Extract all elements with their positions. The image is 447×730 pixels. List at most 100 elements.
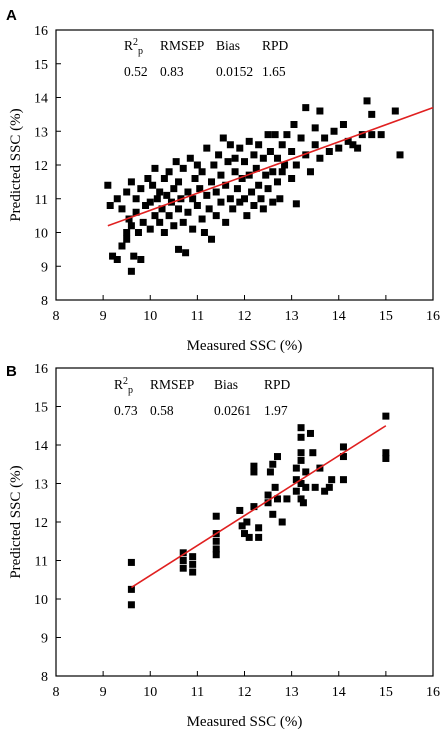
data-point <box>269 460 277 468</box>
data-point <box>179 164 187 172</box>
data-point <box>382 454 390 462</box>
data-point <box>339 453 347 461</box>
y-tick-label: 10 <box>34 227 48 242</box>
y-tick-label: 8 <box>41 670 48 685</box>
data-point <box>316 154 324 162</box>
data-point <box>368 131 376 139</box>
data-point <box>208 235 216 243</box>
data-point <box>302 468 310 476</box>
stat-value: 0.73 <box>114 403 138 418</box>
data-point <box>193 202 201 209</box>
data-point <box>158 205 166 213</box>
data-point <box>259 205 267 213</box>
x-tick-label: 11 <box>191 685 204 700</box>
data-point <box>212 551 220 559</box>
stat-header: RMSEP <box>160 38 204 53</box>
scatter-series <box>127 412 390 609</box>
data-point <box>339 476 347 484</box>
data-point <box>349 141 357 149</box>
chart-panel-b: B 8 9 10 11 12 13 14 15 16 8 9 10 11 12 13 14 15 16 Measure… <box>6 362 440 730</box>
y-tick-label: 15 <box>34 401 48 416</box>
data-point <box>283 495 291 503</box>
x-tick-label: 8 <box>53 309 60 324</box>
data-point <box>281 161 289 169</box>
data-point <box>278 141 286 149</box>
data-point <box>382 412 390 420</box>
data-point <box>248 188 256 196</box>
data-point <box>137 185 145 193</box>
data-point <box>335 144 343 152</box>
data-point <box>257 195 265 203</box>
x-tick-label: 9 <box>100 685 107 700</box>
data-point <box>165 168 173 176</box>
data-point <box>328 476 336 484</box>
data-point <box>297 449 305 457</box>
data-point <box>153 195 161 203</box>
data-point <box>222 218 230 226</box>
data-point <box>175 245 183 253</box>
data-point <box>339 121 347 128</box>
data-point <box>184 208 192 216</box>
data-point <box>149 181 157 189</box>
data-point <box>198 215 206 223</box>
data-point <box>142 202 150 209</box>
y-tick-label: 14 <box>34 439 48 454</box>
data-point <box>172 158 180 166</box>
data-point <box>127 178 135 186</box>
data-point <box>156 218 164 226</box>
y-tick-label: 9 <box>41 632 48 647</box>
stat-header: Bias <box>214 377 238 392</box>
data-point <box>321 487 329 495</box>
data-point <box>175 178 183 186</box>
x-axis-title: Measured SSC (%) <box>187 338 303 354</box>
stat-header: RPD <box>264 377 291 392</box>
x-tick-label: 10 <box>143 685 157 700</box>
data-point <box>212 188 220 196</box>
stat-header: RPD <box>262 38 289 53</box>
y-axis: 8 9 10 11 12 13 14 15 16 <box>34 362 61 685</box>
data-point <box>175 205 183 213</box>
data-point <box>130 252 138 260</box>
data-point <box>127 222 135 230</box>
stats-block: R2p RMSEP Bias RPD 0.73 0.58 0.0261 1.97 <box>114 376 291 418</box>
stat-value: 0.52 <box>124 64 148 79</box>
y-tick-label: 14 <box>34 92 48 107</box>
stats-block: R2p RMSEP Bias RPD 0.52 0.83 0.0152 1.65 <box>124 37 289 79</box>
data-point <box>217 198 225 206</box>
data-point <box>170 185 178 193</box>
data-point <box>179 218 187 226</box>
data-point <box>325 483 333 491</box>
data-point <box>212 545 220 553</box>
data-point <box>306 429 314 437</box>
data-point <box>179 557 187 564</box>
data-point <box>160 229 168 236</box>
data-point <box>127 267 135 275</box>
y-axis-title: Predicted SSC (%) <box>8 465 24 578</box>
data-point <box>339 443 347 451</box>
data-point <box>229 205 237 213</box>
data-point <box>264 499 272 507</box>
data-point <box>226 195 234 203</box>
data-point <box>208 178 216 186</box>
data-point <box>358 131 366 139</box>
data-point <box>212 512 220 520</box>
data-point <box>316 107 324 115</box>
y-tick-label: 13 <box>34 125 48 140</box>
x-tick-label: 9 <box>100 309 107 324</box>
stat-value: 0.0152 <box>216 64 253 79</box>
data-point <box>297 134 305 142</box>
regression-line <box>130 425 387 589</box>
data-point <box>273 178 281 186</box>
data-point <box>276 195 284 203</box>
x-tick-label: 8 <box>53 685 60 700</box>
data-point <box>396 151 404 159</box>
data-point <box>309 449 317 457</box>
data-point <box>292 487 300 495</box>
data-point <box>266 468 274 476</box>
data-point <box>118 205 126 213</box>
data-point <box>151 212 159 220</box>
data-point <box>302 151 310 159</box>
data-point <box>278 518 286 526</box>
data-point <box>212 212 220 220</box>
data-point <box>321 134 329 142</box>
